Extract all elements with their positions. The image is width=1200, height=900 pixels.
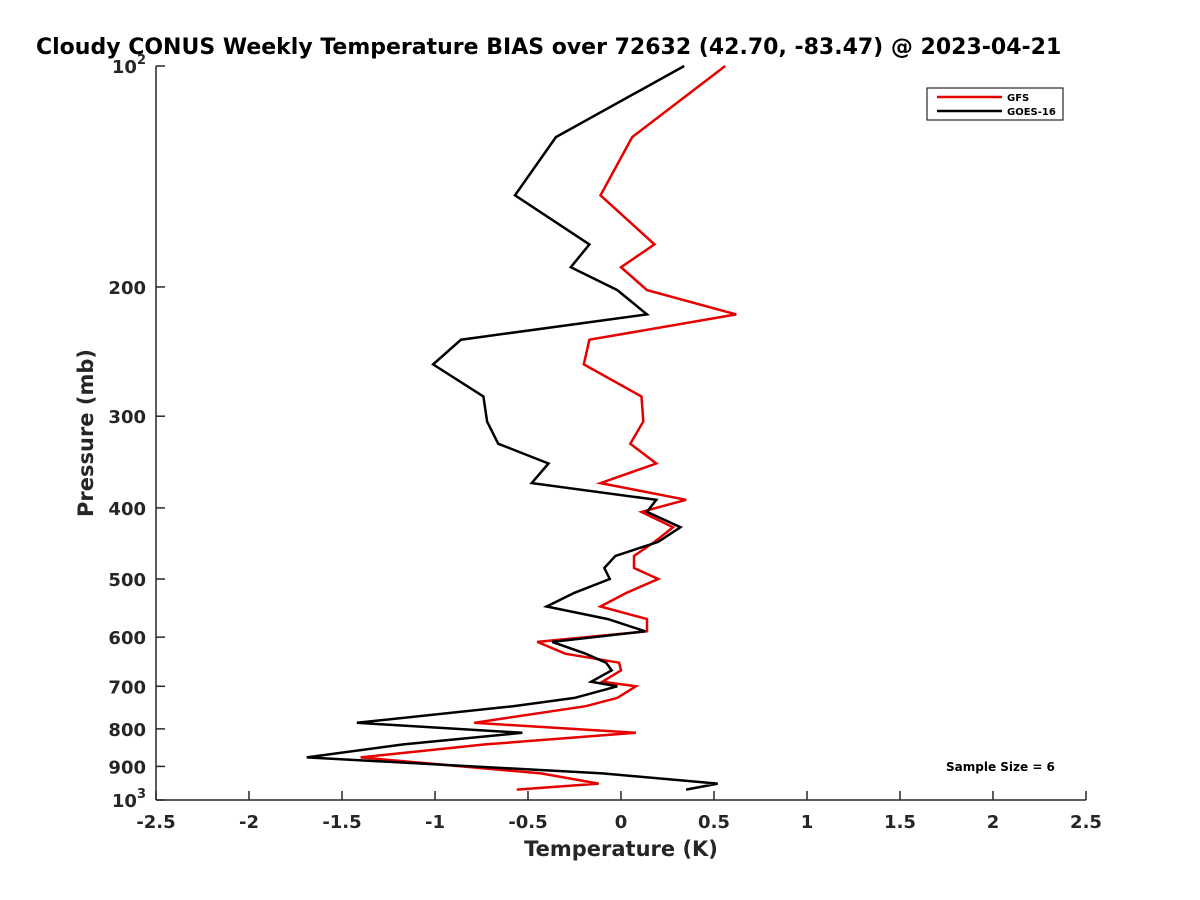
- y-tick-label: 102: [112, 53, 146, 78]
- chart-title: Cloudy CONUS Weekly Temperature BIAS ove…: [36, 35, 1061, 60]
- x-tick-label: 1: [801, 812, 814, 833]
- x-tick-label: 0: [615, 812, 628, 833]
- x-tick-label: -2.5: [136, 812, 175, 833]
- sample-size-annotation: Sample Size = 6: [946, 760, 1055, 774]
- x-tick-label: 1.5: [884, 812, 916, 833]
- legend-label-gfs: GFS: [1007, 93, 1029, 104]
- x-tick-label: -2: [239, 812, 259, 833]
- x-tick-label: -1: [425, 812, 445, 833]
- x-tick-label: -1.5: [322, 812, 361, 833]
- y-tick-label: 800: [108, 720, 146, 741]
- x-tick-label: 2.5: [1070, 812, 1102, 833]
- x-tick-label: 0.5: [698, 812, 730, 833]
- legend-box: [926, 87, 1064, 121]
- legend-label-goes16: GOES-16: [1007, 107, 1056, 118]
- y-tick-label: 600: [108, 628, 146, 649]
- y-tick-label: 400: [108, 499, 146, 520]
- y-ticks: 102 200 300 400 500 600 700 800 900 103: [108, 53, 165, 812]
- y-tick-label: 500: [108, 570, 146, 591]
- series-line-gfs: [360, 65, 737, 791]
- series-layer: [306, 64, 737, 791]
- y-tick-label: 103: [112, 787, 146, 812]
- y-axis-label: Pressure (mb): [74, 349, 98, 517]
- legend: GFS GOES-16: [926, 87, 1064, 121]
- y-tick-label: 900: [108, 757, 146, 778]
- y-tick-label: 200: [108, 278, 146, 299]
- series-line-goes16: [306, 64, 718, 791]
- x-tick-label: -0.5: [508, 812, 547, 833]
- y-tick-label: 700: [108, 677, 146, 698]
- x-axis-label: Temperature (K): [524, 837, 718, 861]
- y-tick-label: 300: [108, 407, 146, 428]
- x-tick-label: 2: [987, 812, 1000, 833]
- x-ticks: -2.5 -2 -1.5 -1 -0.5 0 0.5 1 1.5 2 2.5: [136, 791, 1102, 833]
